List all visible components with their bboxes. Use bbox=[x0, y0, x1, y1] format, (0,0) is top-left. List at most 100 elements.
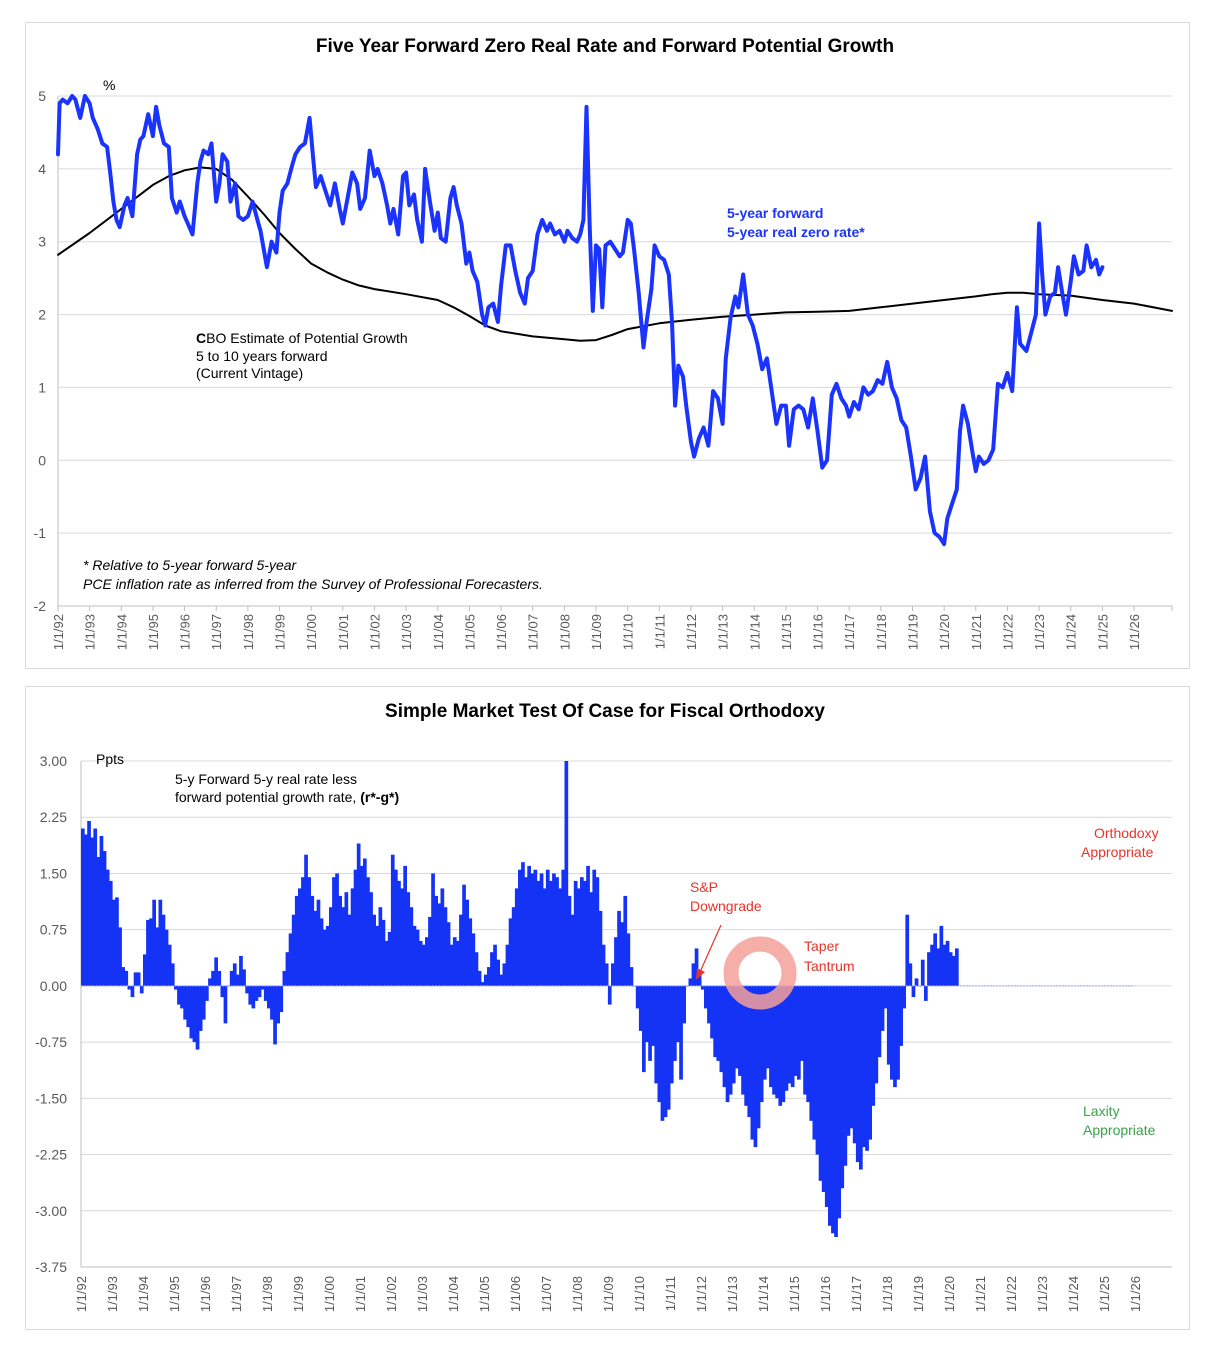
bar bbox=[301, 877, 305, 986]
bar bbox=[483, 974, 488, 986]
bar bbox=[834, 985, 838, 1237]
chart1-x-tick-label: 1/1/04 bbox=[431, 614, 446, 650]
bar bbox=[731, 985, 736, 1084]
bar bbox=[704, 985, 708, 1009]
bar bbox=[236, 974, 240, 986]
chart1-x-tick-label: 1/1/11 bbox=[652, 614, 667, 649]
bar bbox=[775, 985, 779, 1099]
bar bbox=[638, 985, 643, 1031]
bar bbox=[648, 985, 652, 1061]
bar bbox=[205, 985, 209, 1001]
bar bbox=[679, 985, 683, 1080]
bar bbox=[669, 985, 674, 1084]
bar bbox=[462, 884, 466, 986]
chart2-x-tick-label: 1/1/94 bbox=[136, 1276, 151, 1312]
bar bbox=[567, 895, 572, 986]
bar bbox=[434, 895, 438, 986]
bar bbox=[803, 985, 807, 1095]
chart1-cbo-label-line3: (Current Vintage) bbox=[196, 365, 303, 381]
bar bbox=[902, 985, 906, 1009]
taper-tantrum-highlight-circle bbox=[723, 936, 797, 1010]
chart1-x-tick-label: 1/1/00 bbox=[304, 614, 319, 650]
chart2-ylabel: Ppts bbox=[96, 751, 124, 767]
bar bbox=[170, 963, 175, 986]
bar bbox=[955, 948, 959, 986]
bar bbox=[654, 985, 659, 1084]
bar bbox=[514, 888, 519, 986]
bar bbox=[580, 877, 584, 986]
bar bbox=[452, 937, 457, 986]
bar bbox=[769, 985, 773, 1088]
chart2-y-tick-label: 3.00 bbox=[40, 753, 67, 769]
bar bbox=[552, 873, 556, 986]
bar bbox=[735, 985, 739, 1069]
bar bbox=[598, 910, 603, 986]
chart2-x-tick-label: 1/1/07 bbox=[539, 1276, 554, 1312]
chart1-x-tick-label: 1/1/02 bbox=[367, 614, 382, 650]
bar bbox=[728, 985, 733, 1095]
bar bbox=[694, 948, 699, 986]
bar bbox=[933, 933, 937, 986]
bar bbox=[363, 858, 367, 986]
chart2-x-tick-label: 1/1/02 bbox=[384, 1276, 399, 1312]
chart2-x-tick-label: 1/1/06 bbox=[508, 1276, 523, 1312]
bar bbox=[821, 985, 826, 1192]
chart1-x-tick-label: 1/1/19 bbox=[905, 614, 920, 650]
bar bbox=[595, 877, 600, 986]
bar bbox=[762, 985, 767, 1080]
bar bbox=[155, 927, 160, 986]
bar bbox=[508, 918, 513, 986]
chart2-y-tick-label: -0.75 bbox=[35, 1034, 67, 1050]
arrow-line bbox=[699, 924, 722, 973]
bar bbox=[806, 985, 810, 1103]
chart2-y-tick-label: 0.00 bbox=[40, 978, 67, 994]
bar bbox=[174, 985, 178, 990]
bar bbox=[691, 963, 696, 986]
bar bbox=[539, 873, 544, 986]
laxity-label-line2: Appropriate bbox=[1083, 1122, 1156, 1138]
bar bbox=[920, 959, 925, 986]
chart1-y-tick-label: 5 bbox=[38, 88, 46, 104]
chart2-x-tick-label: 1/1/23 bbox=[1035, 1276, 1050, 1312]
bar bbox=[313, 910, 318, 986]
bar bbox=[604, 963, 609, 986]
sp-downgrade-label-line1: S&P bbox=[690, 879, 718, 895]
bar bbox=[397, 880, 401, 986]
chart1-footnote-line1: * Relative to 5-year forward 5-year bbox=[83, 557, 298, 573]
bar bbox=[273, 985, 277, 1045]
bar bbox=[707, 985, 711, 1024]
bar bbox=[911, 985, 916, 998]
bar bbox=[859, 985, 863, 1170]
bar bbox=[177, 985, 181, 1005]
bar bbox=[852, 985, 857, 1144]
bar bbox=[211, 970, 215, 986]
chart2-x-tick-label: 1/1/11 bbox=[663, 1276, 678, 1311]
bar bbox=[350, 888, 355, 986]
bar bbox=[855, 985, 860, 1163]
bar bbox=[428, 916, 432, 986]
chart1-x-tick-label: 1/1/96 bbox=[178, 614, 193, 650]
chart2-x-tick-label: 1/1/14 bbox=[756, 1276, 771, 1312]
bar bbox=[254, 985, 259, 1001]
chart2-x-tick-label: 1/1/17 bbox=[849, 1276, 864, 1312]
chart1-y-tick-label: 4 bbox=[38, 161, 46, 177]
bar bbox=[186, 985, 191, 1028]
bar bbox=[415, 929, 420, 986]
bar bbox=[815, 985, 820, 1155]
bar bbox=[381, 919, 386, 986]
bar bbox=[555, 877, 559, 986]
bar bbox=[781, 985, 786, 1103]
chart2-x-tick-label: 1/1/92 bbox=[74, 1276, 89, 1312]
bar bbox=[474, 952, 479, 986]
bar bbox=[189, 985, 194, 1039]
bar bbox=[787, 985, 792, 1084]
bar bbox=[530, 873, 535, 986]
bar bbox=[136, 972, 141, 986]
chart2-y-tick-label: -3.75 bbox=[35, 1259, 67, 1275]
chart1-y-tick-label: 0 bbox=[38, 452, 46, 468]
bar bbox=[793, 985, 798, 1076]
bar bbox=[511, 907, 516, 986]
bar bbox=[893, 985, 897, 1088]
bar bbox=[877, 985, 882, 1058]
bar bbox=[527, 865, 531, 986]
